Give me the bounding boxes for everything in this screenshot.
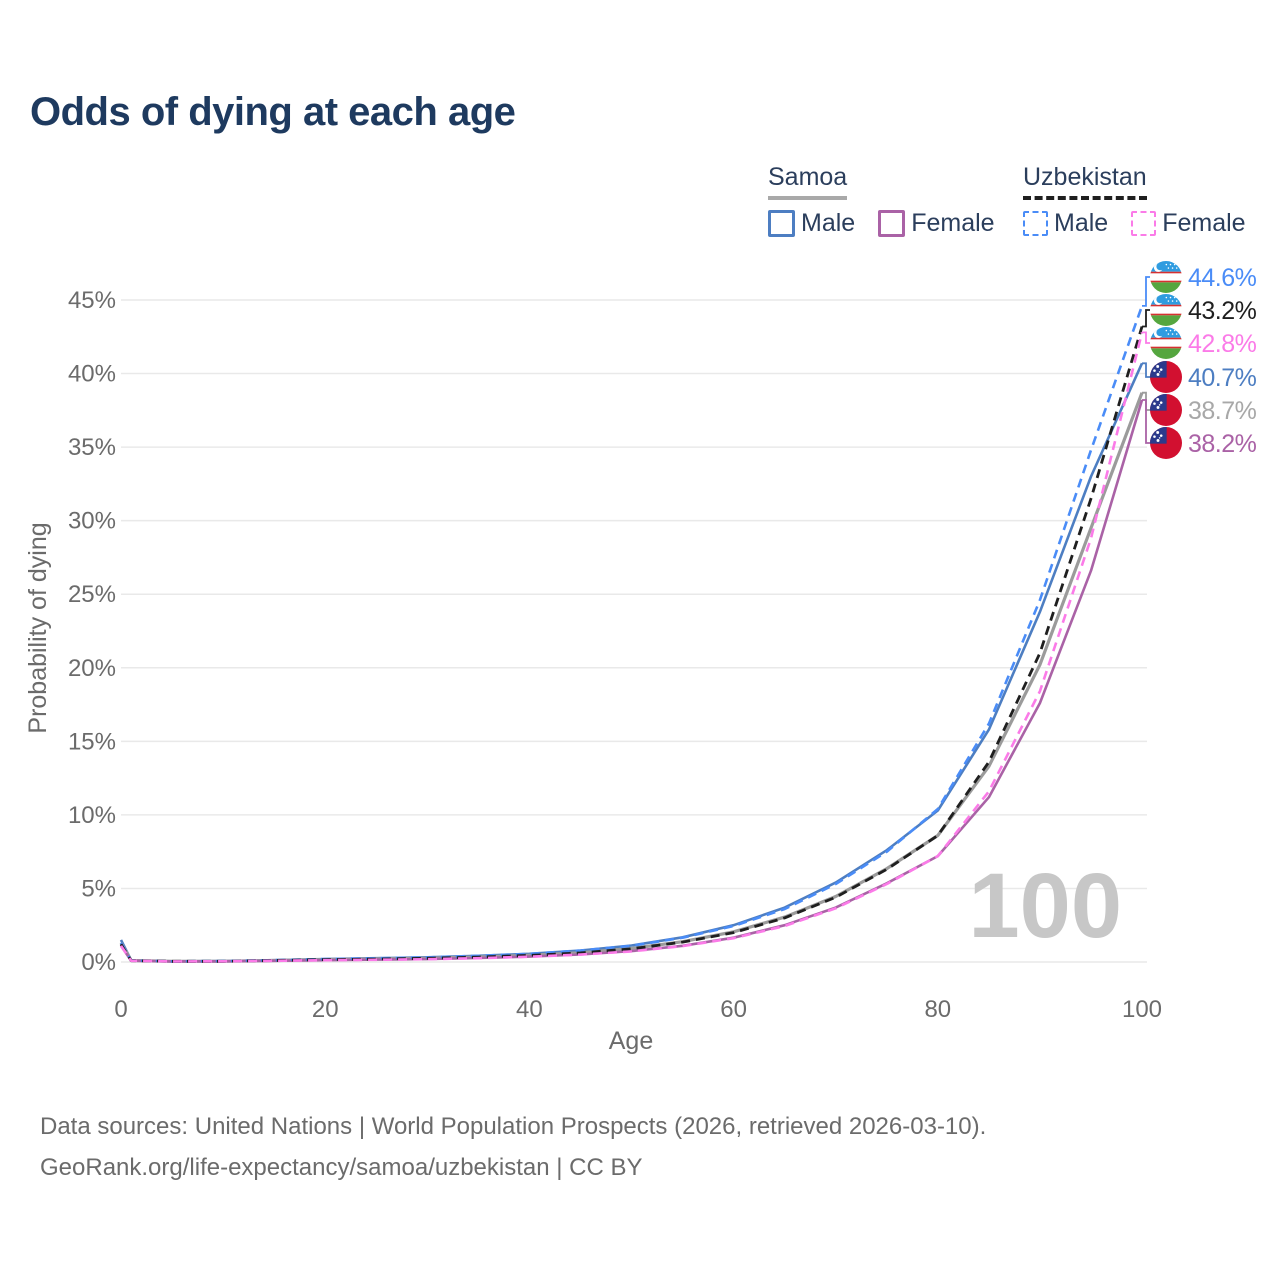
legend-item-uzbekistan-female[interactable]: Female <box>1131 209 1246 238</box>
end-label-connector <box>1142 362 1150 378</box>
y-tick-label: 30% <box>68 508 116 535</box>
y-tick-label: 5% <box>81 875 116 902</box>
end-label-value-samoa_male: 40.7% <box>1188 364 1257 392</box>
end-label-connector <box>1142 331 1150 344</box>
y-axis-title: Probability of dying <box>24 522 52 733</box>
footer-data-sources: Data sources: United Nations | World Pop… <box>40 1113 987 1140</box>
x-tick-label: 20 <box>312 996 339 1023</box>
series-line-uzbekistan_female <box>119 332 1144 963</box>
y-tick-label: 35% <box>68 434 116 461</box>
footer-attribution: GeoRank.org/life-expectancy/samoa/uzbeki… <box>40 1154 643 1181</box>
end-label-connector <box>1142 309 1150 328</box>
y-tick-label: 15% <box>68 728 116 755</box>
x-tick-label: 40 <box>516 996 543 1023</box>
y-tick-label: 40% <box>68 361 116 388</box>
footer: Data sources: United Nations | World Pop… <box>40 1106 986 1188</box>
legend-label-samoa-male: Male <box>801 209 856 237</box>
page-title: Odds of dying at each age <box>30 90 516 134</box>
y-tick-label: 10% <box>68 802 116 829</box>
legend-item-samoa-female[interactable]: Female <box>878 209 995 238</box>
uzbekistan-female-swatch-icon <box>1131 211 1157 236</box>
x-tick-label: 100 <box>1122 996 1162 1023</box>
end-label-value-samoa_both: 38.7% <box>1188 397 1257 425</box>
uzbekistan-male-swatch-icon <box>1023 211 1048 236</box>
y-tick-label: 45% <box>68 287 116 314</box>
x-tick-label: 80 <box>924 996 951 1023</box>
legend-label-uzbekistan-male: Male <box>1054 209 1109 237</box>
flag-samoa-icon <box>1150 394 1182 426</box>
end-label-value-samoa_female: 38.2% <box>1188 430 1257 458</box>
end-label-value-uzbekistan_both: 43.2% <box>1188 297 1257 325</box>
legend-label-samoa-female: Female <box>911 209 995 237</box>
legend-label-uzbekistan-female: Female <box>1162 209 1246 237</box>
watermark-age-100: 100 <box>969 855 1123 957</box>
end-label-value-uzbekistan_male: 44.6% <box>1188 264 1257 292</box>
legend-item-uzbekistan-male[interactable]: Male <box>1023 209 1108 238</box>
flag-uzbekistan-icon <box>1150 294 1182 326</box>
end-label-connector <box>1142 399 1150 444</box>
x-tick-label: 60 <box>720 996 747 1023</box>
y-tick-label: 20% <box>68 655 116 682</box>
x-axis-title: Age <box>609 1027 653 1055</box>
samoa-male-swatch-icon <box>768 210 795 237</box>
legend-item-samoa-male[interactable]: Male <box>768 209 855 238</box>
x-tick-label: 0 <box>114 996 127 1023</box>
flag-samoa-icon <box>1150 427 1182 459</box>
flag-uzbekistan-icon <box>1150 327 1182 359</box>
end-label-value-uzbekistan_female: 42.8% <box>1188 330 1257 358</box>
end-label-connector <box>1142 276 1150 307</box>
samoa-female-swatch-icon <box>878 210 906 237</box>
y-tick-label: 0% <box>81 949 116 976</box>
y-tick-label: 25% <box>68 581 116 608</box>
flag-uzbekistan-icon <box>1150 261 1182 293</box>
flag-samoa-icon <box>1150 361 1182 393</box>
